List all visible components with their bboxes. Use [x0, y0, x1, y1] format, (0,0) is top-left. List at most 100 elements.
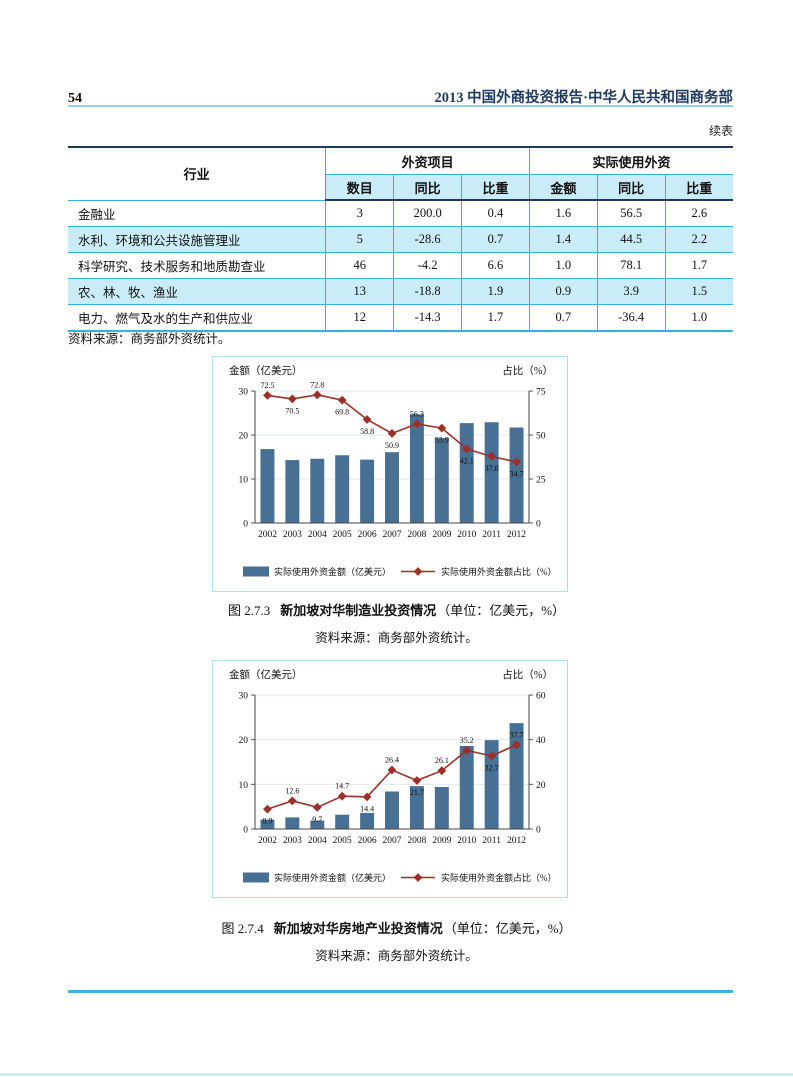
- right-tick-label: 40: [536, 736, 546, 746]
- value-cell: 12: [325, 304, 394, 331]
- table-body: 金融业 3 200.0 0.4 1.6 56.5 2.6 水利、环境和公共设施管理业 5 -28.…: [68, 200, 733, 331]
- manufacturing-chart-canvas: 金额（亿美元） 占比（%） 0 10 20 30 0 25 50 75 72.5 70.5 72.8 69…: [229, 364, 557, 577]
- x-tick-label: 2002: [258, 836, 277, 846]
- table-row: 水利、环境和公共设施管理业 5 -28.6 0.7 1.4 44.5 2.2: [68, 226, 733, 253]
- left-tick-label: 30: [239, 692, 249, 702]
- x-tick-label: 2010: [457, 836, 476, 846]
- x-tick-label: 2002: [258, 530, 277, 540]
- right-tick-label: 25: [536, 476, 546, 486]
- col-group-actually-used: 实际使用外资: [528, 147, 733, 175]
- line-value-label: 72.8: [310, 380, 324, 389]
- line-value-label: 70.5: [285, 406, 299, 415]
- line-value-label: 12.6: [285, 786, 299, 795]
- right-axis-label: 占比（%）: [502, 364, 553, 377]
- value-cell: 0.4: [461, 200, 530, 227]
- value-cell: 44.5: [596, 226, 666, 253]
- value-cell: 3: [325, 200, 394, 227]
- col-header-count: 数目: [325, 174, 394, 201]
- value-cell: -28.6: [393, 226, 462, 253]
- legend-line-marker: [413, 873, 423, 882]
- line-marker: [287, 394, 297, 404]
- x-tick-label: 2008: [407, 836, 426, 846]
- industry-cell: 科学研究、技术服务和地质勘查业: [68, 252, 326, 279]
- line-value-label: 58.8: [360, 427, 374, 436]
- x-tick-label: 2003: [283, 836, 302, 846]
- report-title: 2013 中国外商投资报告·中华人民共和国商务部: [434, 90, 733, 106]
- line-value-label: 9.7: [312, 815, 322, 824]
- bar: [310, 820, 325, 829]
- legend-line-label: 实际使用外资金额占比（%）: [441, 872, 557, 883]
- value-cell: 0.9: [528, 278, 598, 305]
- bar: [285, 817, 300, 829]
- bar: [409, 786, 424, 829]
- table-source: 资料来源：商务部外资统计。: [68, 332, 231, 346]
- x-tick-label: 2006: [358, 530, 377, 540]
- bar: [484, 422, 499, 523]
- x-tick-label: 2005: [333, 836, 352, 846]
- x-tick-label: 2008: [407, 530, 426, 540]
- value-cell: -36.4: [596, 304, 666, 331]
- figure-caption-274: 图 2.7.4 新加坡对华房地产业投资情况（单位：亿美元，%）: [0, 918, 793, 937]
- value-cell: -18.8: [393, 278, 462, 305]
- line-marker: [412, 776, 422, 785]
- figure-title: 新加坡对华制造业投资情况: [280, 603, 437, 618]
- line-value-label: 56.3: [410, 409, 424, 418]
- figure-number: 图 2.7.3: [227, 603, 271, 618]
- line-marker: [263, 391, 272, 400]
- line-marker: [287, 796, 297, 806]
- x-tick-label: 2009: [432, 836, 451, 846]
- table-row: 农、林、牧、渔业 13 -18.8 1.9 0.9 3.9 1.5: [68, 278, 733, 305]
- left-tick-label: 0: [243, 520, 248, 530]
- line-value-label: 37.8: [485, 464, 499, 473]
- value-cell: -4.2: [393, 252, 462, 279]
- col-header-yoy-2: 同比: [596, 174, 666, 201]
- figure-source-274: 资料来源：商务部外资统计。: [315, 949, 478, 963]
- value-cell: 2.2: [664, 226, 733, 253]
- bar: [434, 438, 449, 523]
- left-tick-label: 30: [239, 388, 249, 398]
- col-header-amount: 金额: [528, 174, 598, 201]
- value-cell: 1.5: [664, 278, 733, 305]
- figure-unit: （单位：亿美元，%）: [437, 603, 566, 618]
- col-header-share-1: 比重: [461, 174, 530, 201]
- x-tick-label: 2009: [432, 530, 451, 540]
- line-value-label: 14.7: [335, 782, 349, 791]
- page-number: 54: [68, 91, 82, 106]
- real-estate-chart-canvas: 金额（亿美元） 占比（%） 0 10 20 30 0 20 40 60 8.9 12.6 9.7 14.7…: [229, 668, 557, 883]
- line-value-label: 26.4: [385, 756, 399, 765]
- bar: [509, 427, 524, 523]
- value-cell: 5: [325, 226, 394, 253]
- line-value-label: 34.7: [510, 469, 524, 478]
- bar: [285, 460, 300, 523]
- line-value-label: 37.7: [510, 730, 524, 739]
- line-marker: [387, 429, 397, 438]
- legend-bar-swatch: [243, 872, 269, 883]
- line-value-label: 21.7: [410, 788, 424, 797]
- line-marker: [462, 745, 472, 755]
- value-cell: 78.1: [596, 252, 666, 279]
- value-cell: 1.9: [461, 278, 530, 305]
- bar: [360, 812, 375, 829]
- line-value-label: 14.4: [360, 804, 374, 813]
- right-axis-label: 占比（%）: [502, 668, 553, 681]
- col-header-yoy-1: 同比: [393, 174, 462, 201]
- bar: [484, 740, 499, 829]
- left-tick-label: 20: [239, 432, 249, 442]
- value-cell: 13: [325, 278, 394, 305]
- line-value-label: 50.9: [385, 441, 399, 450]
- legend-line-marker: [413, 567, 423, 576]
- bar: [385, 791, 399, 829]
- industry-cell: 电力、燃气及水的生产和供应业: [78, 312, 254, 326]
- line-marker: [387, 765, 397, 775]
- left-tick-label: 0: [243, 826, 248, 836]
- legend-bar-label: 实际使用外资金额（亿美元）: [274, 566, 391, 577]
- right-tick-label: 75: [536, 388, 546, 398]
- value-cell: -14.3: [393, 304, 462, 331]
- header-rule: [68, 105, 733, 107]
- bar: [409, 414, 424, 523]
- line-value-label: 35.2: [460, 736, 474, 745]
- x-tick-label: 2004: [308, 530, 327, 540]
- value-cell: 3.9: [596, 278, 666, 305]
- right-tick-label: 20: [536, 781, 546, 791]
